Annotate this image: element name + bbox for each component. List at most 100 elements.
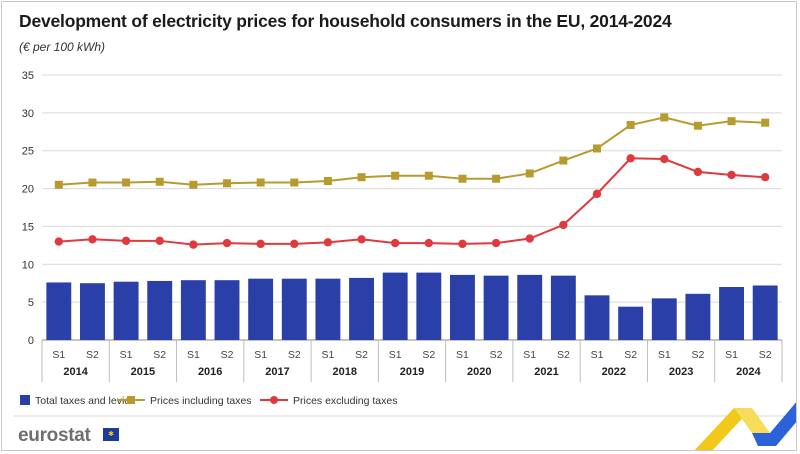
x-tick-label: S1 bbox=[120, 349, 133, 361]
bar bbox=[281, 278, 307, 340]
line-point bbox=[256, 239, 265, 249]
line-point bbox=[727, 117, 736, 126]
x-tick-label: S2 bbox=[557, 349, 570, 361]
line-point bbox=[660, 154, 669, 164]
line-point bbox=[54, 180, 63, 189]
y-tick-label: 25 bbox=[22, 146, 34, 158]
x-tick-label: S2 bbox=[355, 349, 368, 361]
bar bbox=[147, 280, 173, 340]
line-point bbox=[727, 170, 736, 180]
line-series bbox=[54, 113, 770, 249]
bar bbox=[752, 285, 778, 340]
bar bbox=[214, 280, 240, 340]
line-point bbox=[424, 238, 434, 248]
line-point bbox=[525, 234, 534, 243]
x-tick-label: S1 bbox=[591, 349, 604, 361]
year-label: 2021 bbox=[534, 366, 558, 378]
x-tick-label: S2 bbox=[153, 349, 166, 361]
year-label: 2017 bbox=[265, 366, 289, 378]
line-point bbox=[88, 178, 97, 187]
line-point bbox=[323, 177, 332, 185]
bar bbox=[382, 272, 408, 340]
series-line bbox=[58, 157, 766, 246]
x-tick-label: S1 bbox=[658, 349, 671, 361]
chart-subtitle: (€ per 100 kWh) bbox=[19, 40, 106, 54]
x-tick-label: S1 bbox=[523, 349, 536, 361]
x-tick-label: S2 bbox=[759, 349, 772, 361]
x-tick-label: S1 bbox=[725, 349, 738, 361]
year-label: 2024 bbox=[736, 366, 761, 378]
line-point bbox=[390, 238, 400, 248]
legend-marker bbox=[270, 396, 278, 404]
y-tick-label: 10 bbox=[22, 259, 34, 271]
line-point bbox=[189, 240, 198, 249]
chart-canvas: S1 S2 S1 S2 S1 S2 S1 S2 S1 S2 S1 S2 S1 S2 S1 S2 S1 S2 S1 S2… bbox=[20, 70, 783, 407]
x-tick-label: S1 bbox=[187, 349, 200, 361]
line-point bbox=[88, 235, 97, 244]
bar bbox=[483, 275, 509, 340]
y-tick-label: 35 bbox=[22, 70, 34, 82]
x-tick-label: S2 bbox=[624, 349, 637, 361]
line-point bbox=[491, 238, 501, 248]
bar bbox=[80, 283, 105, 340]
eurostat-logo: eurostat bbox=[18, 425, 91, 446]
x-tick-label: S2 bbox=[221, 349, 234, 361]
bar bbox=[180, 280, 206, 340]
line-point bbox=[223, 179, 231, 188]
bar bbox=[651, 298, 677, 340]
legend: Total taxes and levies Prices including t… bbox=[20, 395, 397, 407]
bar bbox=[349, 277, 374, 340]
year-label: 2020 bbox=[467, 366, 491, 378]
line-point bbox=[626, 120, 635, 129]
line-point bbox=[391, 171, 400, 180]
year-label: 2014 bbox=[63, 366, 88, 378]
series-line bbox=[58, 116, 766, 186]
line-point bbox=[121, 236, 131, 246]
bar bbox=[685, 293, 711, 340]
line-point bbox=[525, 169, 534, 178]
line-point bbox=[290, 239, 299, 249]
bar bbox=[618, 306, 644, 340]
x-tick-label: S2 bbox=[691, 349, 704, 361]
year-label: 2019 bbox=[400, 366, 424, 378]
line-point bbox=[424, 171, 433, 180]
y-tick-label: 0 bbox=[28, 335, 34, 347]
legend-marker bbox=[127, 396, 135, 404]
year-label: 2016 bbox=[198, 366, 222, 378]
bar bbox=[450, 274, 475, 340]
y-tick-label: 15 bbox=[22, 221, 34, 233]
x-tick-label: S1 bbox=[456, 349, 469, 361]
year-label: 2018 bbox=[332, 366, 356, 378]
bar bbox=[584, 295, 610, 340]
x-tick-label: S2 bbox=[86, 349, 99, 361]
bar bbox=[113, 281, 139, 340]
line-point bbox=[357, 173, 366, 182]
line-point bbox=[256, 178, 265, 187]
footer-line bbox=[14, 415, 786, 417]
line-point bbox=[290, 178, 299, 187]
footer: eurostat ✱ bbox=[2, 402, 796, 450]
bar bbox=[315, 278, 341, 340]
corner-chevron-icon bbox=[694, 402, 796, 450]
year-label: 2022 bbox=[602, 366, 626, 378]
line-point bbox=[122, 178, 131, 187]
line-point bbox=[155, 236, 164, 246]
line-point bbox=[559, 220, 568, 230]
bar bbox=[46, 282, 72, 340]
line-point bbox=[760, 173, 770, 182]
y-tick-label: 5 bbox=[28, 297, 34, 309]
legend-label: Total taxes and levies bbox=[35, 395, 135, 407]
x-tick-label: S1 bbox=[52, 349, 65, 361]
line-point bbox=[593, 144, 601, 153]
line-point bbox=[357, 235, 366, 244]
line-point bbox=[54, 237, 64, 246]
year-label: 2023 bbox=[669, 366, 693, 378]
line-point bbox=[693, 121, 702, 130]
bar bbox=[517, 274, 543, 340]
y-tick-label: 20 bbox=[22, 184, 34, 196]
bar bbox=[550, 275, 576, 340]
line-point bbox=[323, 238, 333, 247]
y-tick-label: 30 bbox=[22, 108, 34, 120]
line-point bbox=[660, 113, 669, 122]
